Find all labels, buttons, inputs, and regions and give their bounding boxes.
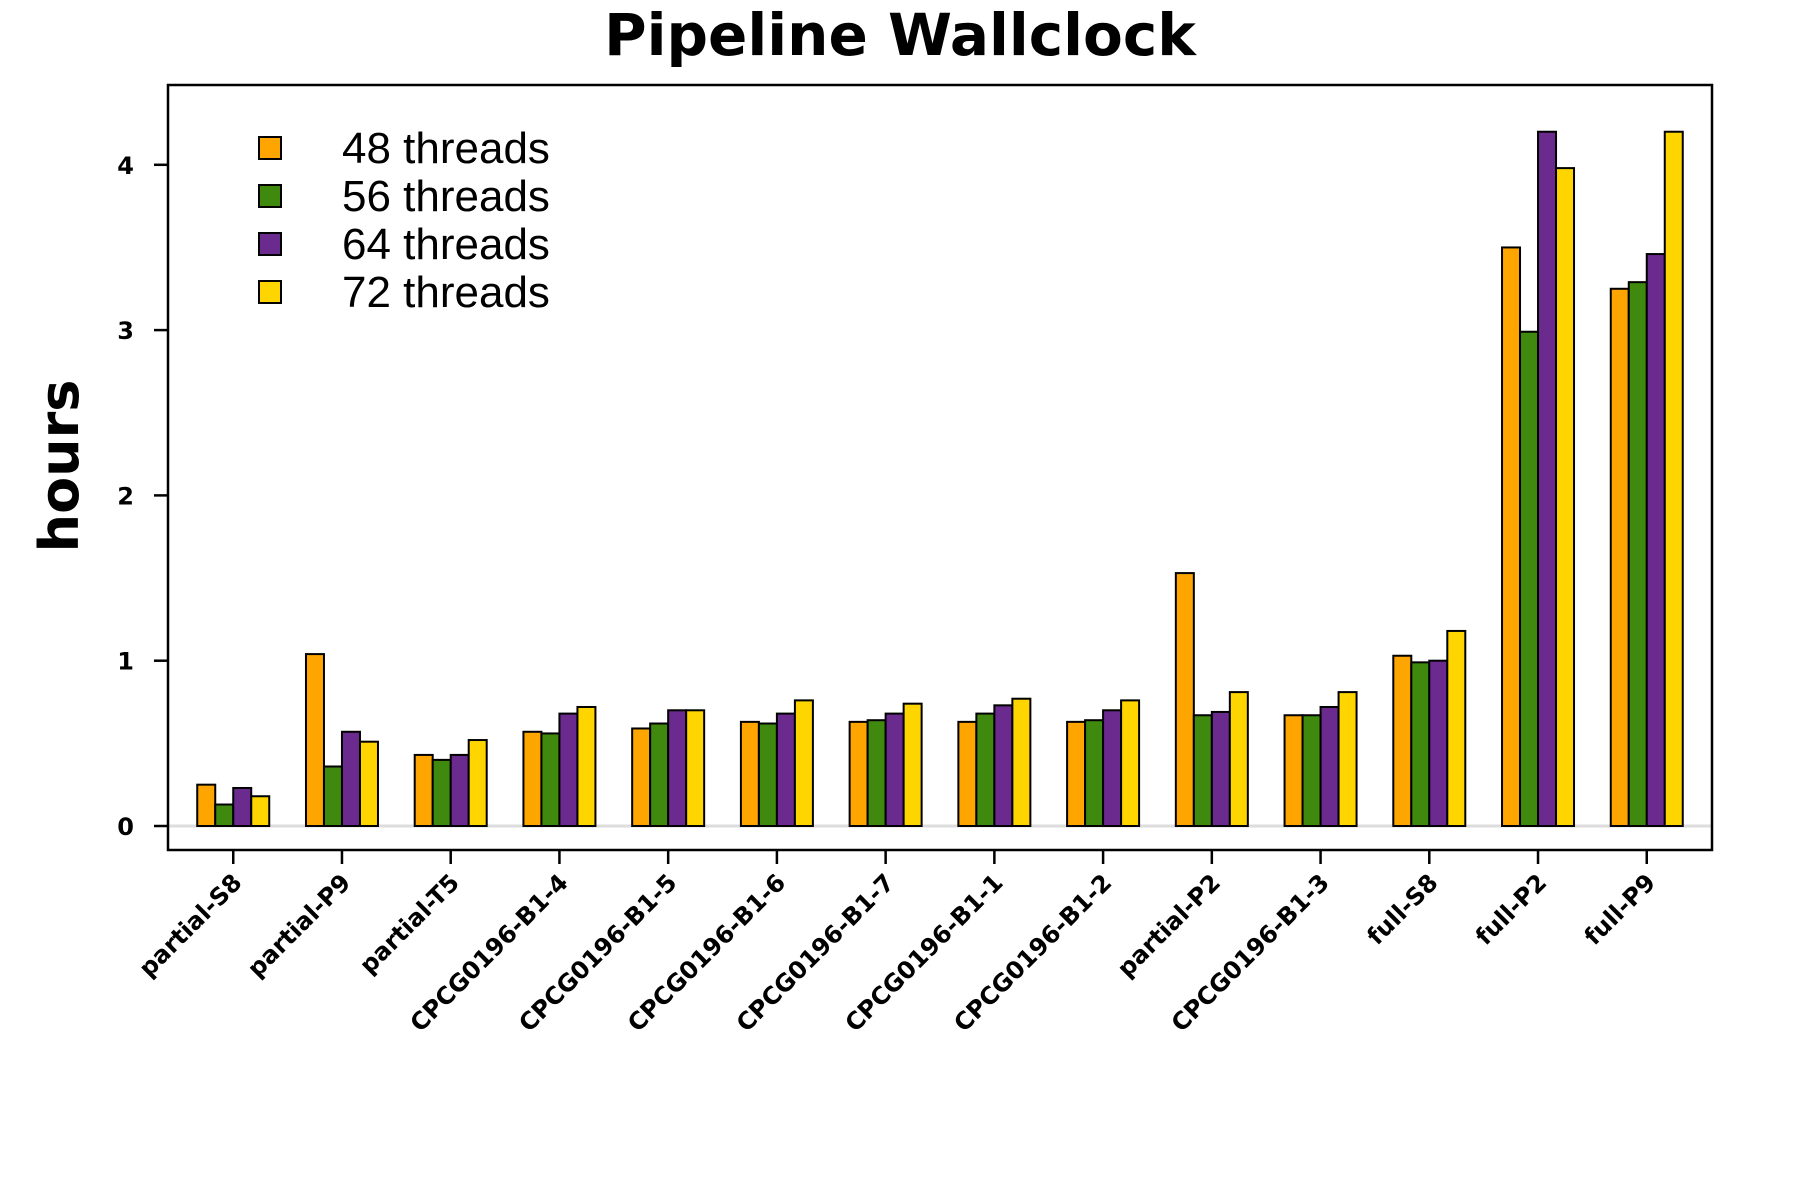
bar-full-P9-72-threads [1663, 130, 1684, 828]
x-tick-label: partial-P9 [242, 868, 356, 982]
bar-full-P2-72-threads [1555, 167, 1576, 827]
legend-label: 56 threads [342, 172, 550, 221]
bar-CPCG0196-B1-1-56-threads [975, 712, 996, 828]
bar-full-S8-64-threads [1428, 659, 1449, 828]
legend-swatch [258, 136, 282, 160]
bar-partial-P9-64-threads [340, 730, 361, 827]
x-tick-label: partial-S8 [133, 868, 247, 982]
bar-partial-P9-48-threads [304, 653, 325, 828]
bar-partial-S8-48-threads [196, 783, 217, 827]
bar-full-P2-56-threads [1519, 330, 1540, 827]
y-tick-label: 0 [117, 813, 134, 841]
legend-label: 72 threads [342, 268, 550, 317]
bar-partial-T5-72-threads [467, 739, 488, 828]
bar-partial-P9-56-threads [322, 765, 343, 828]
y-tick-label: 2 [117, 482, 134, 510]
x-tick-label: full-P9 [1579, 868, 1661, 950]
bar-full-S8-72-threads [1446, 629, 1467, 827]
bar-CPCG0196-B1-4-48-threads [522, 730, 543, 827]
chart-title: Pipeline Wallclock [604, 1, 1197, 69]
bar-CPCG0196-B1-1-48-threads [957, 720, 978, 828]
bar-partial-P2-72-threads [1228, 691, 1249, 827]
bar-full-S8-48-threads [1392, 654, 1413, 828]
x-tick-label: full-S8 [1362, 868, 1444, 950]
plot-frame [166, 83, 1714, 852]
bar-CPCG0196-B1-2-72-threads [1120, 699, 1141, 828]
bar-CPCG0196-B1-6-64-threads [775, 712, 796, 828]
bar-full-P2-64-threads [1537, 130, 1558, 828]
bar-CPCG0196-B1-5-64-threads [667, 709, 688, 827]
bar-CPCG0196-B1-1-72-threads [1011, 697, 1032, 827]
bar-full-P9-64-threads [1645, 253, 1666, 827]
bar-CPCG0196-B1-3-64-threads [1319, 705, 1340, 828]
legend-swatch [258, 184, 282, 208]
y-tick-label: 3 [117, 317, 134, 345]
x-tick-label: full-P2 [1470, 868, 1552, 950]
bar-full-P9-56-threads [1627, 281, 1648, 827]
bar-CPCG0196-B1-6-56-threads [757, 722, 778, 827]
bar-partial-P2-48-threads [1174, 572, 1195, 827]
bar-partial-S8-64-threads [232, 786, 253, 828]
bar-CPCG0196-B1-4-72-threads [576, 705, 597, 828]
bar-partial-S8-56-threads [214, 803, 235, 827]
x-tick-label: partial-P2 [1112, 868, 1226, 982]
bar-CPCG0196-B1-2-56-threads [1084, 719, 1105, 828]
bar-full-P9-48-threads [1609, 287, 1630, 827]
bar-CPCG0196-B1-2-64-threads [1102, 709, 1123, 827]
bar-partial-T5-56-threads [431, 758, 452, 828]
bar-CPCG0196-B1-3-56-threads [1301, 714, 1322, 828]
bar-CPCG0196-B1-3-72-threads [1337, 691, 1358, 827]
legend-swatch [258, 232, 282, 256]
legend-label: 64 threads [342, 220, 550, 269]
bar-CPCG0196-B1-6-72-threads [793, 699, 814, 828]
bar-CPCG0196-B1-7-56-threads [866, 719, 887, 828]
x-tick-label: partial-T5 [354, 868, 465, 979]
bar-CPCG0196-B1-3-48-threads [1283, 714, 1304, 828]
legend-swatch [258, 280, 282, 304]
y-tick-label: 1 [117, 648, 134, 676]
bar-CPCG0196-B1-4-56-threads [540, 732, 561, 828]
bar-partial-P2-64-threads [1210, 710, 1231, 827]
bar-CPCG0196-B1-2-48-threads [1066, 720, 1087, 828]
bar-CPCG0196-B1-5-48-threads [631, 727, 652, 828]
y-axis: 0 1 2 3 4 [117, 152, 168, 841]
bar-CPCG0196-B1-7-48-threads [848, 720, 869, 828]
bar-partial-P9-72-threads [358, 740, 379, 828]
bar-CPCG0196-B1-1-64-threads [993, 704, 1014, 827]
y-tick-label: 4 [117, 152, 134, 180]
bar-CPCG0196-B1-7-72-threads [902, 702, 923, 827]
bar-full-S8-56-threads [1410, 661, 1431, 828]
bar-partial-T5-48-threads [413, 753, 434, 828]
legend-label: 48 threads [342, 124, 550, 173]
bar-CPCG0196-B1-4-64-threads [558, 712, 579, 828]
bar-partial-S8-72-threads [250, 795, 271, 827]
x-axis: partial-S8partial-P9partial-T5CPCG0196-B… [133, 850, 1661, 1037]
bar-partial-P2-56-threads [1192, 714, 1213, 828]
bar-CPCG0196-B1-7-64-threads [884, 712, 905, 828]
bars-group [196, 130, 1684, 828]
bar-full-P2-48-threads [1501, 246, 1522, 827]
bar-CPCG0196-B1-6-48-threads [739, 720, 760, 828]
y-axis-label: hours [28, 380, 91, 553]
bar-partial-T5-64-threads [449, 753, 470, 828]
bar-CPCG0196-B1-5-72-threads [685, 709, 706, 827]
bar-CPCG0196-B1-5-56-threads [649, 722, 670, 827]
